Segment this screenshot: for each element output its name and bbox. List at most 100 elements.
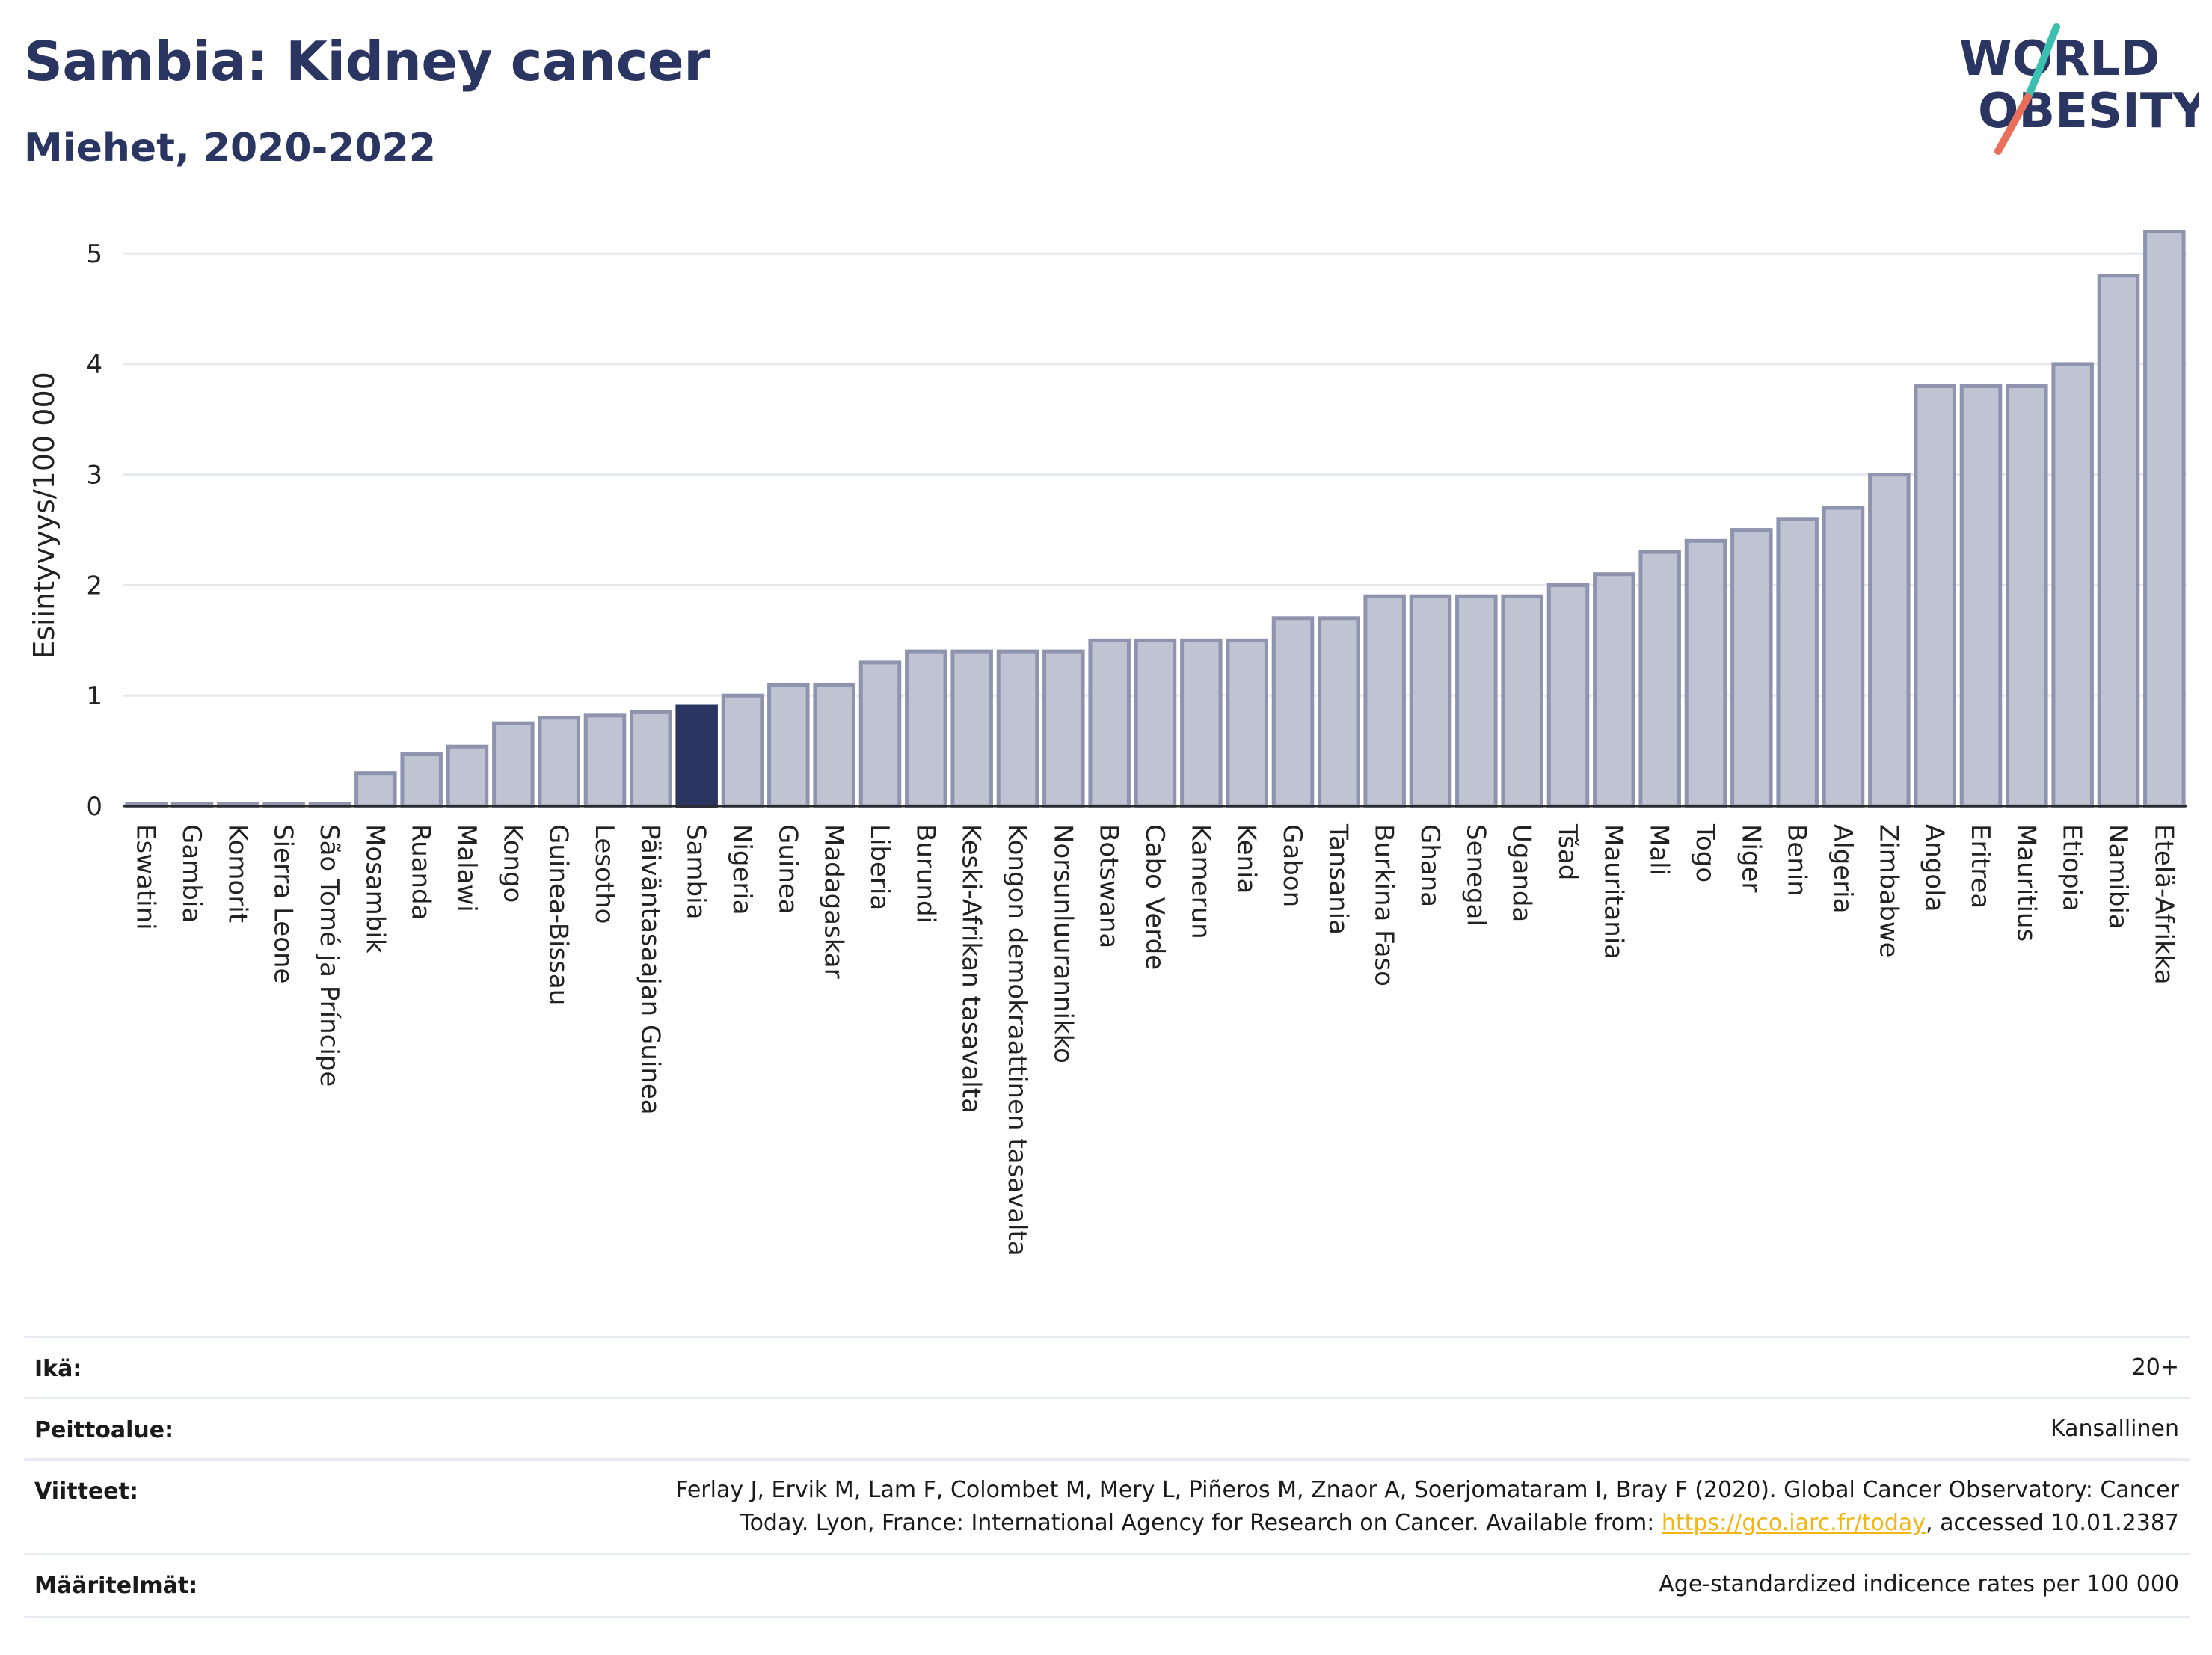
x-tick-label: Tšad [1552, 823, 1582, 880]
x-tick-label: Liberia [864, 824, 894, 910]
x-tick-label: Mosambik [360, 824, 390, 954]
bar [2143, 230, 2186, 808]
x-tick-label: Burkina Faso [1369, 824, 1399, 986]
logo-slash-teal [2024, 23, 2060, 101]
y-tick-label: 0 [86, 792, 102, 822]
x-tick-label: Mauritania [1598, 824, 1628, 959]
bar [2006, 384, 2048, 808]
references-accessed: , accessed 10.01.2387 [1926, 1510, 2179, 1536]
x-tick-label: Kamerun [1185, 824, 1215, 939]
x-tick-label: Eritrea [1965, 824, 1995, 909]
x-tick-label: Uganda [1507, 824, 1537, 922]
y-tick-label: 5 [86, 239, 102, 269]
bar [1271, 616, 1315, 808]
bar [446, 744, 489, 808]
x-tick-label: Komorit [222, 824, 252, 923]
x-tick-label: Angola [1920, 824, 1950, 912]
x-tick-label: Madagaskar [819, 824, 849, 979]
y-tick-label: 1 [86, 681, 102, 711]
bar [2051, 362, 2094, 808]
x-tick-label: Norsunluurannikko [1048, 824, 1078, 1063]
bar [2097, 274, 2140, 808]
bar [767, 682, 810, 808]
x-tick-label: Malawi [452, 824, 482, 912]
y-tick-label: 3 [86, 461, 102, 491]
x-tick-label: Gabon [1277, 824, 1307, 907]
definitions-label: Määritelmät: [34, 1573, 198, 1599]
bar [1638, 550, 1681, 808]
bar-chart: 0 1 2 3 4 5 Esiintyvyys/100 000 Eswatini Gambia K… [28, 230, 2187, 1256]
bar [1042, 649, 1085, 808]
x-tick-label: Keski-Afrikan tasavalta [956, 824, 986, 1114]
coverage-label: Peittoalue: [34, 1417, 174, 1443]
logo-slash-coral [1994, 93, 2032, 155]
x-tick-label: Mali [1644, 824, 1674, 876]
x-tick-label: Cabo Verde [1140, 824, 1170, 970]
x-tick-label: Burundi [910, 824, 940, 924]
bar [583, 713, 627, 808]
bar [1914, 384, 1956, 808]
references-line2: Today. Lyon, France: International Agenc… [675, 1507, 2179, 1540]
x-tick-label: Kongo [497, 824, 527, 903]
x-tick-label: Namibia [2103, 824, 2133, 930]
bar [858, 660, 902, 808]
bar [1088, 638, 1131, 808]
bar [905, 649, 947, 808]
references-link[interactable]: https://gco.iarc.fr/today [1661, 1510, 1926, 1536]
references-line2-text: Today. Lyon, France: International Agenc… [740, 1510, 1662, 1536]
bar [1593, 572, 1635, 808]
x-tick-label: São Tomé ja Príncipe [314, 824, 344, 1087]
y-tick-label: 2 [86, 571, 102, 601]
bar [1868, 473, 1911, 808]
bar [1180, 638, 1223, 808]
x-tick-label: Algeria [1828, 824, 1858, 913]
y-axis-label: Esiintyvyys/100 000 [28, 372, 61, 659]
logo-line1: WORLD [1959, 31, 2160, 87]
age-value: 20+ [2131, 1354, 2179, 1381]
bar [1546, 583, 1590, 808]
page-title: Sambia: Kidney cancer [24, 30, 710, 93]
bar [1684, 538, 1727, 808]
bar [675, 704, 718, 808]
x-tick-label: Guinea [772, 824, 802, 915]
x-tick-label: Botswana [1094, 824, 1124, 948]
page-subtitle: Miehet, 2020-2022 [24, 126, 436, 171]
x-tick-label: Togo [1690, 823, 1720, 882]
x-tick-label: Sambia [681, 824, 711, 919]
bar [721, 693, 764, 808]
x-tick-label: Sierra Leone [268, 824, 298, 983]
bar [950, 649, 993, 808]
references-line1: Ferlay J, Ervik M, Lam F, Colombet M, Me… [675, 1477, 2179, 1503]
info-row-coverage: Peittoalue: Kansallinen [24, 1397, 2190, 1461]
logo-line2: OBESITY [1978, 84, 2199, 139]
bar [492, 721, 535, 808]
bar [1363, 594, 1406, 808]
x-tick-label: Lesotho [589, 824, 619, 924]
bar [813, 682, 855, 808]
x-tick-label: Guinea-Bissau [544, 824, 574, 1005]
bar [400, 752, 443, 808]
bar [1134, 638, 1177, 808]
x-tick-label: Zimbabwe [1873, 824, 1903, 958]
coverage-value: Kansallinen [2050, 1416, 2179, 1442]
x-tick-label: Benin [1782, 824, 1812, 897]
x-tick-label: Eswatini [131, 824, 161, 930]
bar [996, 649, 1039, 808]
references-label: Viitteet: [34, 1479, 138, 1505]
x-tick-label: Tansania [1323, 823, 1353, 935]
x-tick-label: Nigeria [727, 824, 757, 915]
x-tick-label: Senegal [1460, 824, 1490, 927]
bar [1959, 384, 2003, 808]
x-tick-label: Päiväntasaajan Guinea [635, 824, 665, 1115]
bar [1226, 638, 1268, 808]
bar [630, 710, 672, 808]
x-tick-label: Kongon demokraattinen tasavalta [1002, 824, 1032, 1256]
bar [354, 771, 397, 808]
references-value: Ferlay J, Ervik M, Lam F, Colombet M, Me… [675, 1474, 2179, 1540]
y-tick-label: 4 [86, 350, 102, 380]
age-label: Ikä: [34, 1356, 82, 1382]
x-tick-label: Kenia [1232, 824, 1262, 894]
bar [1318, 616, 1360, 808]
x-tick-label: Ghana [1415, 824, 1445, 907]
bar [1822, 506, 1865, 808]
